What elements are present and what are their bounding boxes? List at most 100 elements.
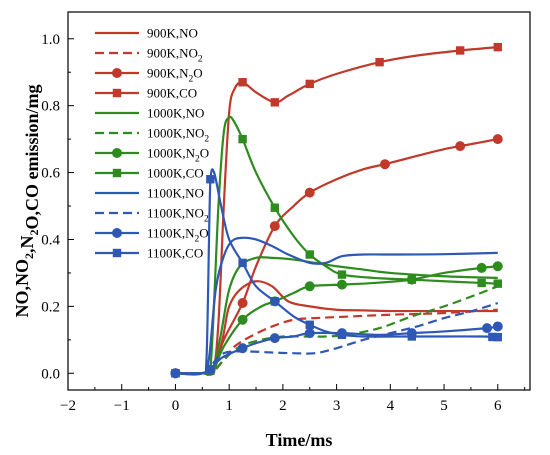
legend-circle-marker — [112, 148, 122, 158]
x-tick-label: 6 — [494, 398, 502, 414]
circle-marker — [237, 314, 248, 325]
square-marker — [305, 79, 314, 89]
square-marker — [337, 270, 347, 279]
legend-item-6: 1000K,N2O — [95, 146, 209, 165]
plot-area — [170, 42, 503, 379]
square-marker — [238, 134, 247, 144]
square-marker — [337, 330, 347, 340]
legend-item-2: 900K,N2O — [95, 66, 203, 85]
x-tick-label: −1 — [114, 398, 130, 414]
circle-marker — [269, 221, 280, 232]
square-marker — [488, 332, 497, 342]
x-tick-label: 2 — [279, 398, 287, 414]
x-tick-label: 0 — [172, 398, 180, 414]
circle-marker — [492, 261, 503, 272]
square-marker — [238, 78, 247, 87]
circle-marker — [455, 141, 466, 152]
circle-marker — [269, 333, 280, 344]
circle-marker — [237, 298, 248, 309]
square-marker — [493, 279, 502, 288]
legend-circle-marker — [112, 228, 122, 238]
square-marker — [206, 175, 215, 184]
legend-square-marker — [112, 248, 122, 258]
y-tick-label: 0.2 — [41, 299, 60, 315]
circle-marker — [476, 262, 487, 273]
series-9 — [175, 301, 499, 375]
series-line — [175, 236, 498, 376]
legend-label: 900K,NO — [147, 26, 198, 41]
circle-marker — [492, 321, 503, 332]
circle-marker — [336, 279, 347, 290]
legend-label: 1100K,CO — [147, 246, 203, 261]
y-tick-label: 0.4 — [41, 232, 60, 248]
legend-circle-marker — [112, 68, 122, 78]
circle-marker — [237, 343, 248, 354]
legend-label: 1000K,NO2 — [147, 126, 209, 145]
y-tick-label: 0.8 — [41, 99, 60, 115]
legend-item-9: 1100K,NO2 — [95, 206, 209, 225]
square-marker — [407, 275, 417, 284]
legend-square-marker — [112, 168, 122, 178]
x-tick-label: 3 — [333, 398, 341, 414]
circle-marker — [304, 281, 315, 292]
series-10 — [170, 321, 503, 379]
circle-marker — [379, 159, 390, 170]
square-marker — [493, 42, 502, 52]
square-marker — [270, 297, 280, 306]
circle-marker — [492, 134, 503, 145]
square-marker — [305, 250, 314, 259]
circle-marker — [482, 323, 493, 334]
series-line — [175, 308, 498, 375]
series-0 — [175, 280, 498, 375]
x-tick-label: 4 — [387, 398, 395, 414]
x-tick-label: 5 — [440, 398, 448, 414]
legend-item-3: 900K,CO — [95, 86, 197, 101]
legend-item-4: 1000K,NO — [95, 106, 204, 121]
legend-label: 1100K,N2O — [147, 226, 209, 245]
series-line — [175, 46, 498, 376]
y-tick-label: 0.0 — [41, 366, 60, 382]
legend-item-0: 900K,NO — [95, 26, 198, 41]
series-line — [175, 265, 498, 375]
square-marker — [305, 320, 314, 329]
square-marker — [270, 98, 280, 107]
square-marker — [238, 258, 247, 268]
square-marker — [270, 203, 280, 212]
x-axis-label: Time/ms — [266, 430, 333, 450]
series-1 — [175, 308, 498, 375]
legend-item-5: 1000K,NO2 — [95, 126, 209, 145]
y-axis-label: NO,NO2,N2O,CO emission/mg — [12, 84, 42, 317]
legend-label: 900K,N2O — [147, 66, 203, 85]
square-marker — [407, 332, 417, 341]
series-11 — [171, 168, 502, 378]
square-marker — [171, 369, 180, 378]
legend-item-11: 1100K,CO — [95, 246, 203, 261]
x-tick-label: 1 — [225, 398, 233, 414]
series-3 — [171, 42, 502, 378]
square-marker — [493, 332, 502, 342]
plot-frame — [67, 11, 531, 391]
legend-label: 900K,NO2 — [147, 46, 203, 65]
circle-marker — [304, 187, 315, 198]
legend-label: 1100K,NO2 — [147, 206, 209, 225]
series-line — [175, 280, 498, 375]
legend-item-8: 1100K,NO — [95, 186, 204, 201]
square-marker — [477, 278, 486, 288]
legend-label: 1100K,NO — [147, 186, 204, 201]
x-tick-label: −2 — [60, 398, 76, 414]
legend-item-10: 1100K,N2O — [95, 226, 209, 245]
series-line — [175, 285, 499, 375]
y-tick-label: 0.6 — [41, 166, 60, 182]
legend-label: 1000K,CO — [147, 166, 204, 181]
square-marker — [455, 46, 465, 55]
circle-marker — [304, 328, 315, 339]
axes: −2 −1 0 1 2 3 4 5 6 0.0 0.2 0.4 0.6 0.8 1.0 Time/ms NO,N… — [12, 11, 531, 450]
legend-square-marker — [112, 88, 122, 98]
series-line — [175, 301, 499, 375]
legend-label: 900K,CO — [147, 86, 197, 101]
legend-item-1: 900K,NO2 — [95, 46, 203, 65]
series-8 — [175, 236, 498, 376]
square-marker — [375, 57, 384, 67]
